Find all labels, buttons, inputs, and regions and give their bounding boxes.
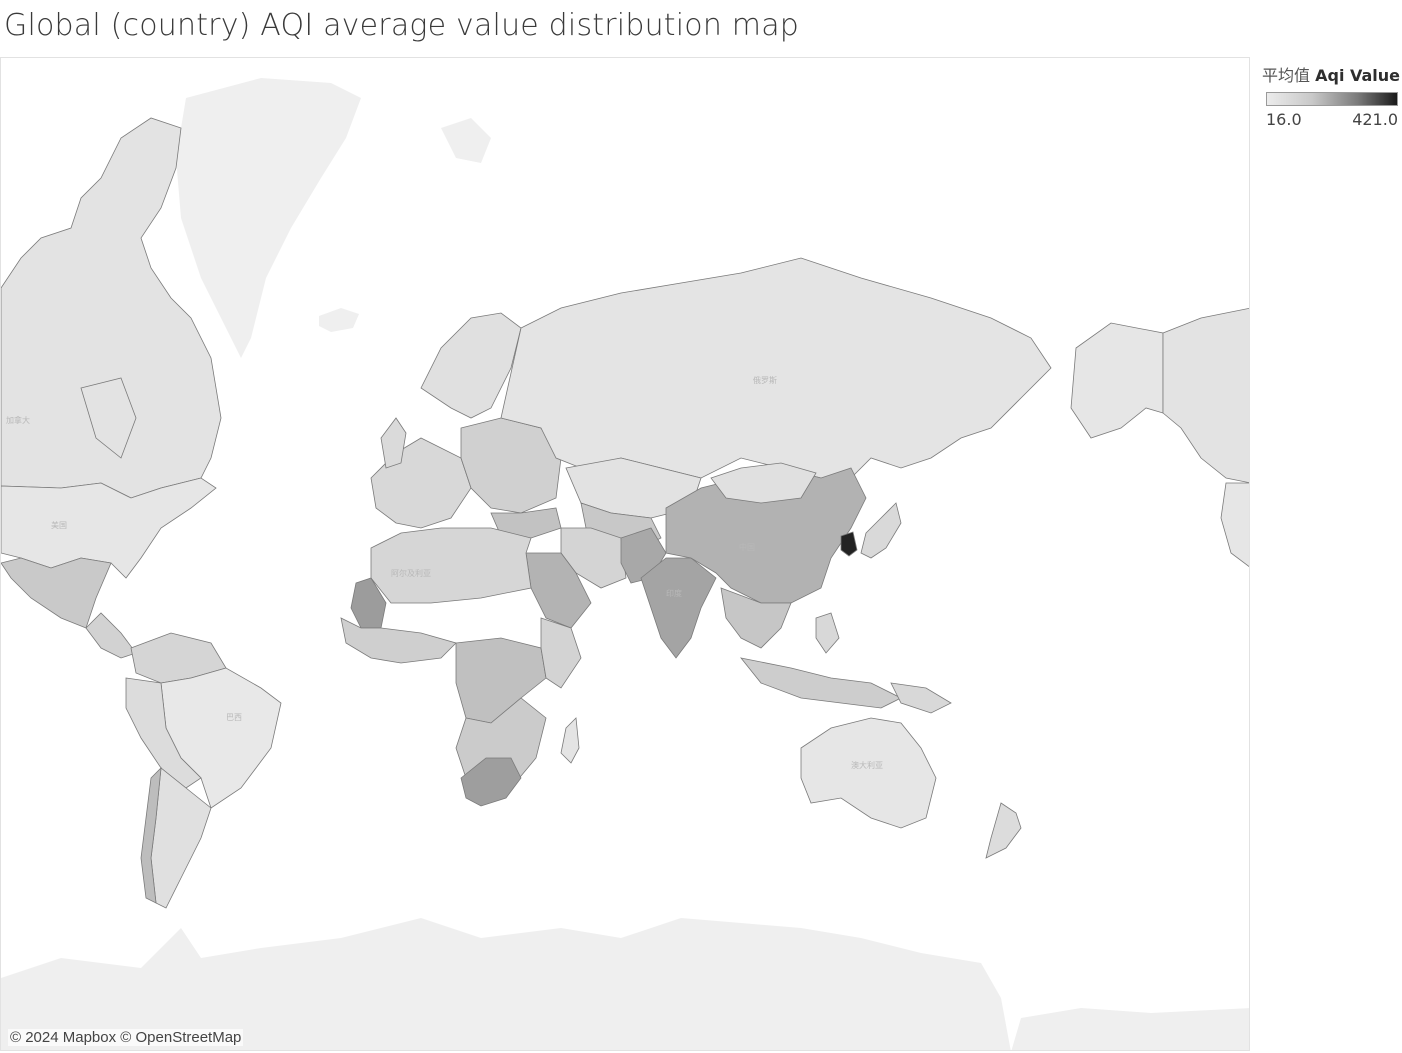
country-papua[interactable] xyxy=(890,682,952,714)
country-mongolia[interactable] xyxy=(710,462,817,504)
country-argentina[interactable] xyxy=(150,767,212,909)
country-philippines[interactable] xyxy=(815,612,840,654)
iceland-region xyxy=(319,308,359,332)
country-uk[interactable] xyxy=(380,417,407,469)
label-brazil: 巴西 xyxy=(226,713,242,722)
country-canada-east[interactable] xyxy=(1162,307,1250,484)
label-australia: 澳大利亚 xyxy=(851,760,883,770)
country-usa-alaska[interactable] xyxy=(1070,322,1164,439)
legend-range-labels: 16.0 421.0 xyxy=(1266,110,1398,129)
country-australia[interactable] xyxy=(800,717,937,829)
country-japan[interactable] xyxy=(860,502,902,559)
legend-measure-name: Aqi Value xyxy=(1315,66,1401,85)
legend-measure-prefix: 平均值 xyxy=(1262,66,1311,85)
country-east-africa[interactable] xyxy=(540,617,582,689)
country-west-africa[interactable] xyxy=(340,617,457,664)
legend-title: 平均值 Aqi Value xyxy=(1262,62,1400,86)
country-north-africa[interactable] xyxy=(370,527,532,604)
country-indonesia[interactable] xyxy=(740,657,902,709)
country-russia[interactable] xyxy=(500,257,1052,479)
color-legend: 平均值 Aqi Value 16.0 421.0 xyxy=(1262,62,1400,129)
map-title: Global (country) AQI average value distr… xyxy=(4,8,800,43)
arctic-islands xyxy=(441,118,491,163)
map-canvas[interactable]: 俄罗斯 中国 巴西 澳大利亚 美国 加拿大 印度 阿尔及利亚 © 2024 Ma… xyxy=(0,57,1250,1051)
world-map[interactable]: 俄罗斯 中国 巴西 澳大利亚 美国 加拿大 印度 阿尔及利亚 xyxy=(1,58,1250,1051)
country-central-america[interactable] xyxy=(85,612,137,659)
country-usa-west[interactable] xyxy=(1220,482,1250,568)
country-chile[interactable] xyxy=(140,766,162,904)
label-usa: 美国 xyxy=(51,520,67,530)
label-algeria: 阿尔及利亚 xyxy=(391,568,431,578)
label-russia: 俄罗斯 xyxy=(753,375,777,385)
map-attribution[interactable]: © 2024 Mapbox © OpenStreetMap xyxy=(8,1029,244,1046)
country-peru-bolivia[interactable] xyxy=(125,677,202,789)
label-india: 印度 xyxy=(666,588,682,598)
legend-gradient-bar xyxy=(1266,92,1398,106)
country-india[interactable] xyxy=(640,557,717,659)
country-mexico[interactable] xyxy=(1,557,112,629)
country-southeast-asia[interactable] xyxy=(720,587,792,649)
country-south-africa[interactable] xyxy=(460,757,522,807)
country-new-zealand[interactable] xyxy=(985,802,1022,859)
antarctica-east xyxy=(1011,1008,1249,1050)
legend-min-label: 16.0 xyxy=(1266,110,1302,129)
country-south-korea[interactable] xyxy=(840,531,858,557)
label-canada: 加拿大 xyxy=(6,415,30,425)
antarctica-region xyxy=(1,918,1011,1050)
legend-max-label: 421.0 xyxy=(1352,110,1398,129)
greenland-region xyxy=(176,78,361,358)
label-china: 中国 xyxy=(739,542,755,552)
country-saudi-arabia[interactable] xyxy=(525,552,592,629)
country-scandinavia[interactable] xyxy=(420,312,522,419)
country-madagascar[interactable] xyxy=(560,717,580,764)
